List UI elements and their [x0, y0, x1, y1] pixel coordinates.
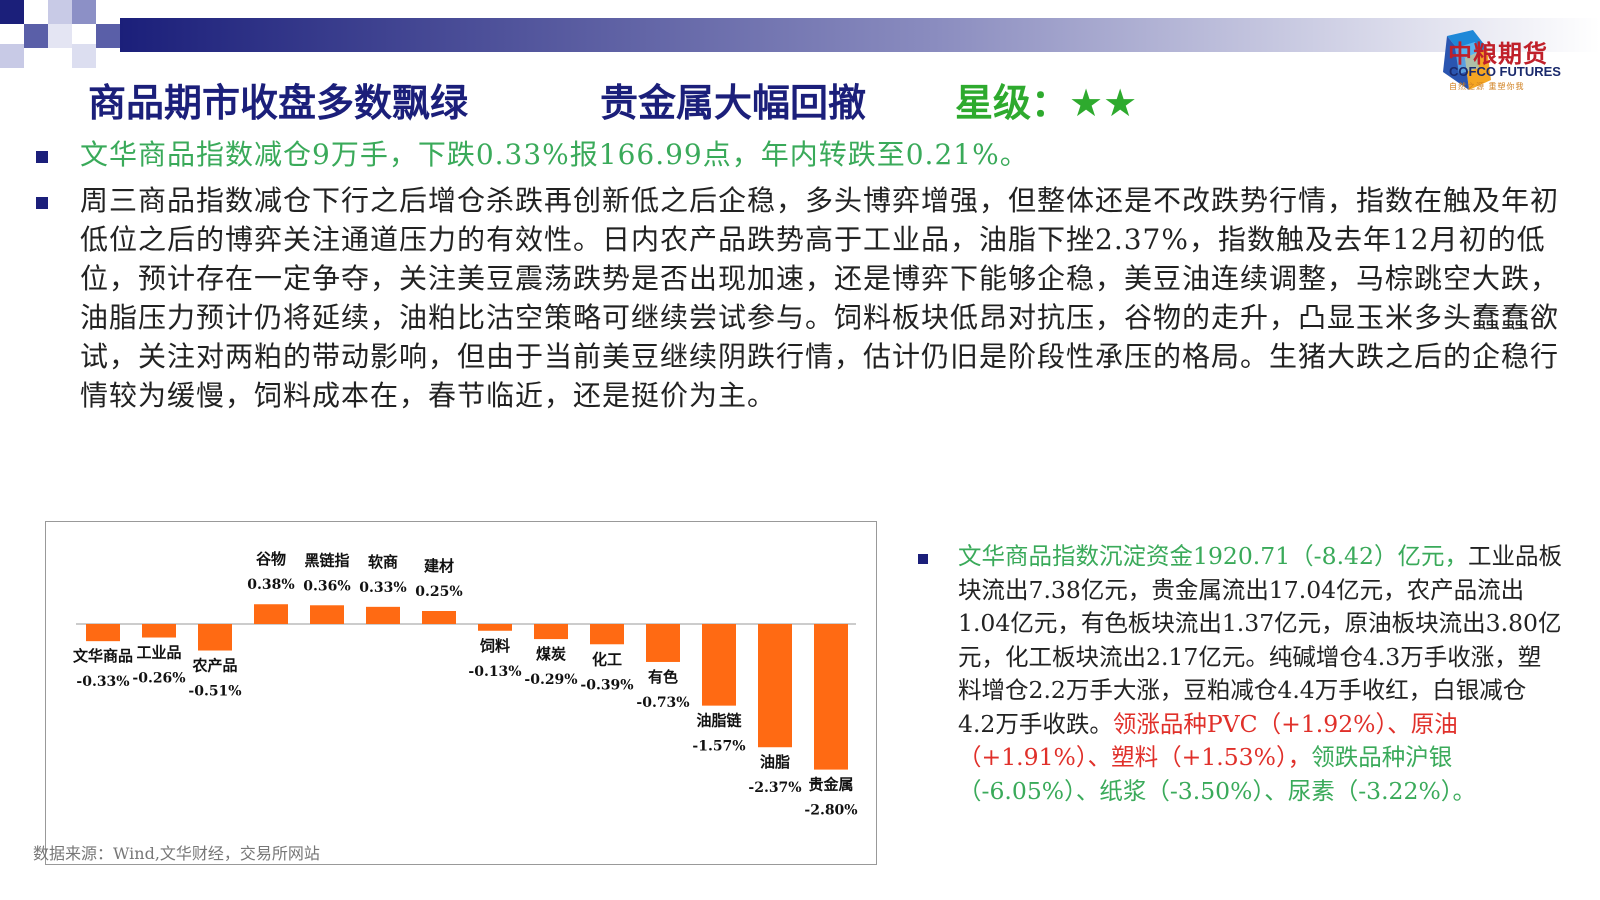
chart-value-label: -1.57% — [692, 739, 745, 755]
logo-tagline: 自然之源 重塑你我 — [1449, 82, 1525, 91]
bullet-summary: 文华商品指数减仓9万手，下跌0.33%报166.99点，年内转跌至0.21%。 — [30, 135, 1590, 175]
chart-bar-12 — [758, 624, 792, 748]
chart-category-label: 贵金属 — [808, 776, 853, 794]
fund-flow-bullet: 文华商品指数沉淀资金1920.71（-8.42）亿元，工业品板块流出7.38亿元… — [912, 540, 1562, 808]
chart-bar-11 — [702, 624, 736, 706]
chart-category-label: 煤炭 — [536, 645, 566, 663]
chart-bar-10 — [646, 624, 680, 662]
bullet-square-icon — [918, 554, 928, 564]
bullet-square-icon — [36, 151, 48, 163]
chart-category-label: 油脂 — [760, 753, 790, 771]
chart-bar-2 — [198, 624, 232, 651]
logo-name-en: COFCO FUTURES — [1449, 64, 1561, 79]
bullet-analysis: 周三商品指数减仓下行之后增仓杀跌再创新低之后企稳，多头博弈增强，但整体还是不改跌… — [30, 181, 1590, 415]
chart-bar-6 — [422, 611, 456, 624]
chart-category-label: 软商 — [368, 553, 398, 571]
analysis-text: 周三商品指数减仓下行之后增仓杀跌再创新低之后企稳，多头博弈增强，但整体还是不改跌… — [80, 184, 1560, 412]
commentary-bullets: 文华商品指数减仓9万手，下跌0.33%报166.99点，年内转跌至0.21%。 … — [30, 135, 1590, 421]
chart-bar-8 — [534, 624, 568, 640]
sector-change-chart: 文华商品 -0.33% 工业品 -0.26% 农产品 -0.51% 谷物 0.38% 黑链指 0.… — [45, 521, 877, 865]
chart-value-label: 0.25% — [415, 584, 462, 600]
chart-value-label: -2.80% — [804, 803, 857, 819]
sector-bar-chart: 文华商品 -0.33% 工业品 -0.26% 农产品 -0.51% 谷物 0.38% 黑链指 0.… — [73, 550, 858, 819]
chart-value-label: -0.73% — [636, 695, 689, 711]
chart-value-label: -0.39% — [580, 677, 633, 693]
fund-flow-index: 文华商品指数沉淀资金1920.71（-8.42）亿元， — [958, 542, 1468, 570]
rating-label: 星级： — [955, 81, 1070, 125]
chart-category-label: 黑链指 — [304, 551, 349, 569]
header-decoration — [0, 0, 1600, 68]
chart-bar-5 — [366, 606, 400, 624]
chart-value-label: 0.36% — [303, 578, 350, 594]
chart-bar-7 — [478, 624, 512, 631]
chart-category-label: 饲料 — [479, 637, 510, 655]
chart-category-label: 工业品 — [136, 644, 181, 662]
chart-category-label: 化工 — [592, 650, 622, 668]
top-losers: 领跌品种沪银（-6.05%）、纸浆（-3.50%）、尿素（-3.22%）。 — [958, 743, 1477, 805]
chart-value-label: -0.33% — [76, 674, 129, 690]
chart-category-label: 有色 — [648, 668, 678, 686]
chart-bar-9 — [590, 624, 624, 645]
chart-bar-0 — [86, 624, 120, 642]
chart-category-label: 文华商品 — [73, 647, 133, 665]
chart-value-label: 0.33% — [359, 580, 406, 596]
top-gainers: 领涨品种PVC（+1.92%）、原油（+1.91%）、塑料（+1.53%）， — [958, 709, 1458, 772]
rating-stars-icon: ★★ — [1069, 81, 1138, 125]
rating: 星级：★★ — [955, 72, 1137, 127]
chart-category-label: 建材 — [424, 557, 454, 575]
logo-name-cn: 中粮期货 — [1448, 40, 1548, 68]
chart-value-label: 0.38% — [247, 577, 294, 593]
chart-bar-3 — [254, 604, 288, 624]
chart-bar-1 — [142, 624, 176, 638]
chart-value-label: -0.26% — [132, 671, 185, 687]
page-subtitle: 贵金属大幅回撤 — [600, 81, 867, 125]
chart-bar-13 — [814, 624, 848, 770]
fund-flow-sectors: 工业品板块流出7.38亿元，贵金属流出17.04亿元，农产品流出1.04亿元，有… — [958, 542, 1562, 738]
summary-text: 文华商品指数减仓9万手，下跌0.33%报166.99点，年内转跌至0.21%。 — [80, 138, 1029, 171]
data-source: 数据来源：Wind,文华财经，交易所网站 — [33, 844, 320, 863]
chart-value-label: -2.37% — [748, 780, 801, 796]
chart-value-label: -0.51% — [188, 684, 241, 700]
cofco-logo-icon — [1443, 30, 1491, 90]
chart-value-label: -0.13% — [468, 664, 521, 680]
page-title: 商品期市收盘多数飘绿 — [88, 81, 469, 125]
chart-category-label: 农产品 — [191, 657, 237, 675]
chart-value-label: -0.29% — [524, 672, 577, 688]
chart-category-label: 谷物 — [256, 550, 286, 568]
bullet-square-icon — [36, 197, 48, 209]
chart-bar-4 — [310, 605, 344, 624]
chart-category-label: 油脂链 — [696, 712, 742, 730]
fund-flow-text: 文华商品指数沉淀资金1920.71（-8.42）亿元，工业品板块流出7.38亿元… — [912, 540, 1562, 808]
